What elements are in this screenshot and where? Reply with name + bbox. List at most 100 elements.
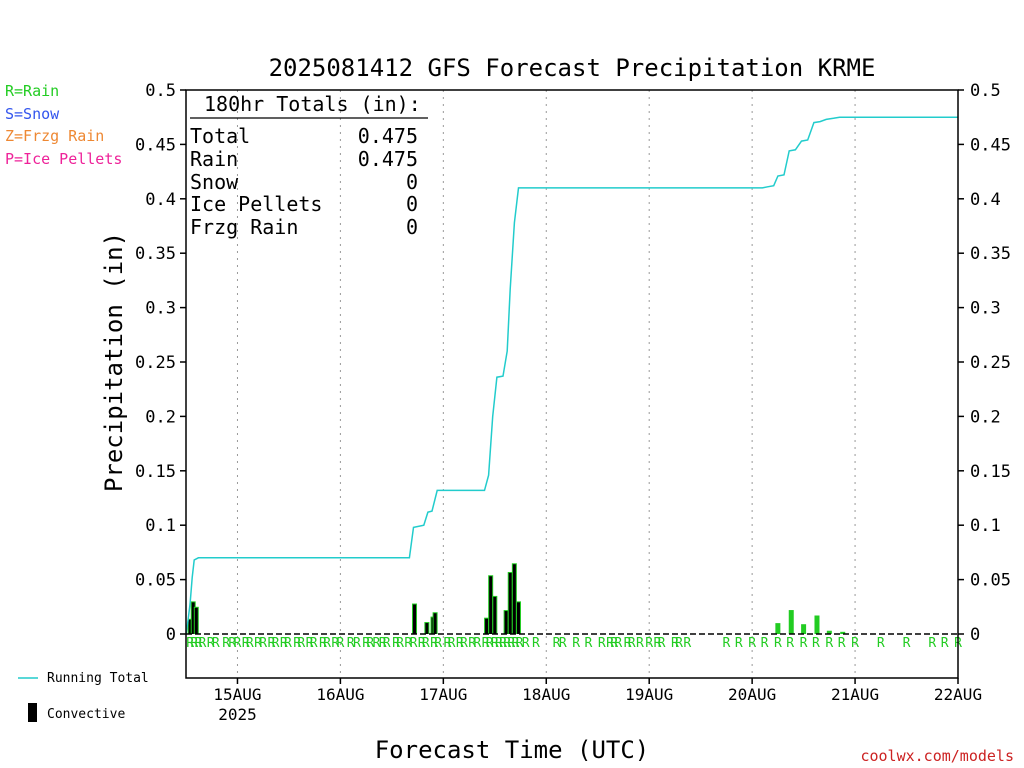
ptype-marker: R [482, 636, 490, 651]
ptype-marker: R [928, 636, 936, 651]
ptype-marker: R [323, 636, 331, 651]
ptype-marker: R [366, 636, 374, 651]
legend-snow: S=Snow [5, 105, 60, 123]
ptype-marker: R [636, 636, 644, 651]
ptype-marker: R [671, 636, 679, 651]
ptype-marker: R [434, 636, 442, 651]
totals-row-label: Frzg Rain [190, 215, 298, 239]
ptype-marker: R [392, 636, 400, 651]
legend-rain: R=Rain [5, 82, 59, 100]
ptype-marker: R [645, 636, 653, 651]
ptype-marker: R [572, 636, 580, 651]
y-tick-label: 0 [166, 625, 176, 645]
x-tick-sublabel: 2025 [218, 705, 257, 724]
y-tick-label: 0.05 [970, 571, 1011, 591]
running-total-line [185, 116, 958, 635]
convective-bar [188, 619, 192, 634]
y-tick-label: 0.1 [970, 516, 1001, 536]
y-axis-left: 0 0.05 0.1 0.15 0.2 0.25 0.3 0.35 0.4 0.45 0.5 [135, 81, 186, 645]
y-tick-label: 0.35 [135, 244, 176, 264]
totals-row-value: 0.475 [358, 147, 418, 171]
ptype-marker: R [473, 636, 481, 651]
ptype-marker: R [486, 636, 494, 651]
ptype-marker: R [812, 636, 820, 651]
convective-legend-swatch [28, 703, 37, 722]
x-tick-label: 19AUG [625, 685, 673, 704]
ptype-marker: R [628, 636, 636, 651]
ptype-marker: R [748, 636, 756, 651]
convective-bar [508, 572, 512, 634]
ptype-marker: R [606, 636, 614, 651]
ptype-marker: R [310, 636, 318, 651]
grid-lines [236, 90, 856, 678]
ptype-marker: R [234, 636, 242, 651]
totals-row-label: Rain [190, 147, 238, 171]
ptype-marker: R [373, 636, 381, 651]
chart-title: 2025081412 GFS Forecast Precipitation KR… [269, 54, 876, 82]
ptype-marker: R [353, 636, 361, 651]
totals-row-value: 0.475 [358, 124, 418, 148]
x-tick-label: 15AUG [213, 685, 261, 704]
ptype-marker: R [347, 636, 355, 651]
ptype-marker: R [396, 636, 404, 651]
ptype-marker: R [624, 636, 632, 651]
y-tick-label: 0.4 [970, 190, 1001, 210]
precip-bar [775, 623, 781, 634]
ptype-marker: R [598, 636, 606, 651]
ptype-marker: R [418, 636, 426, 651]
ptype-marker: R [532, 636, 540, 651]
ptype-marker: R [448, 636, 456, 651]
x-tick-label: 20AUG [728, 685, 776, 704]
totals-row-label: Total [190, 124, 250, 148]
ptype-marker: R [553, 636, 561, 651]
ptype-marker: R [199, 636, 207, 651]
ptype-marker: R [228, 636, 236, 651]
ptype-marker: R [503, 636, 511, 651]
y-tick-label: 0 [970, 625, 980, 645]
convective-bar [516, 602, 520, 634]
y-tick-label: 0.5 [145, 81, 176, 101]
y-tick-label: 0.15 [135, 462, 176, 482]
ptype-marker: R [735, 636, 743, 651]
x-tick-label: 16AUG [316, 685, 364, 704]
ptype-marker: R [838, 636, 846, 651]
ptype-marker: R [190, 636, 198, 651]
y-tick-label: 0.15 [970, 462, 1011, 482]
ptype-marker: R [585, 636, 593, 651]
ptype-marker: R [786, 636, 794, 651]
x-axis-label: Forecast Time (UTC) [375, 736, 650, 764]
ptype-marker: R [336, 636, 344, 651]
y-tick-label: 0.2 [145, 407, 176, 427]
ptype-marker: R [444, 636, 452, 651]
ptype-marker: R [280, 636, 288, 651]
ptype-marker: R [825, 636, 833, 651]
convective-bar [433, 613, 437, 634]
precip-bars [187, 563, 846, 634]
precip-bar [814, 615, 820, 634]
ptype-marker: R [903, 636, 911, 651]
y-tick-label: 0.35 [970, 244, 1011, 264]
ptype-marker: R [362, 636, 370, 651]
convective-bar [413, 604, 417, 634]
ptype-marker: R [559, 636, 567, 651]
x-tick-label: 22AUG [934, 685, 982, 704]
ptype-marker: R [941, 636, 949, 651]
ptype-marker: R [491, 636, 499, 651]
totals-heading: 180hr Totals (in): [204, 92, 421, 116]
ptype-marker: R [877, 636, 885, 651]
convective-bar [485, 618, 489, 634]
ptype-marker: R [675, 636, 683, 651]
ptype-marker: R [222, 636, 230, 651]
ptype-marker: R [507, 636, 515, 651]
credit-text: coolwx.com/models [860, 747, 1014, 765]
totals-box: 180hr Totals (in): Total 0.475 Rain 0.47… [190, 92, 428, 239]
precip-bar [788, 610, 794, 634]
ptype-marker: R [499, 636, 507, 651]
plot-frame [185, 89, 959, 679]
ptype-marker: R [851, 636, 859, 651]
ptype-marker: R [800, 636, 808, 651]
ptype-marker: R [761, 636, 769, 651]
